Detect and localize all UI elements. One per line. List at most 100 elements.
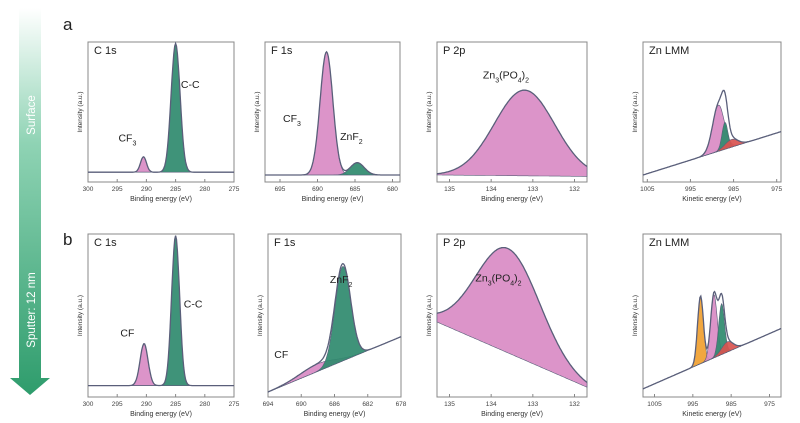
y-axis-label: Intensity (a.u.) [426, 91, 433, 132]
x-tick-label: 300 [83, 186, 94, 193]
x-axis-label: Binding energy (eV) [481, 411, 543, 418]
depth-arrow-shape [10, 8, 50, 395]
x-tick-label: 275 [229, 401, 240, 408]
peak-annotation: ZnF2 [340, 131, 363, 146]
panel-title: P 2p [443, 45, 465, 57]
x-axis-label: Binding energy (eV) [304, 411, 366, 418]
peak-annotation: CF3 [283, 113, 301, 128]
x-tick-label: 682 [362, 401, 373, 408]
peak-pink [642, 104, 782, 176]
peak-c-c [88, 235, 234, 386]
x-tick-label: 678 [396, 401, 407, 408]
panel-title: C 1s [94, 45, 117, 57]
x-tick-label: 280 [199, 186, 210, 193]
peak-zn3-po4-2 [436, 89, 588, 177]
x-tick-label: 690 [296, 401, 307, 408]
x-tick-label: 132 [569, 186, 580, 193]
xps-panel-b-4: Zn LMM 1005 995 985 975 Kinetic energy (eV) In… [632, 233, 782, 418]
x-tick-label: 295 [112, 186, 123, 193]
depth-arrow: Surface Sputter: 12 nm [10, 8, 50, 395]
x-tick-label: 285 [170, 186, 181, 193]
x-tick-label: 275 [229, 186, 240, 193]
y-axis-label: Intensity (a.u.) [632, 91, 639, 132]
x-axis-label: Kinetic energy (eV) [682, 196, 742, 203]
fit-envelope [436, 89, 588, 175]
x-tick-label: 290 [141, 186, 152, 193]
x-tick-label: 290 [141, 401, 152, 408]
x-tick-label: 695 [275, 186, 286, 193]
y-axis-label: Intensity (a.u.) [254, 91, 261, 132]
fit-envelope [267, 262, 402, 393]
peak-annotation: C-C [184, 298, 203, 310]
arrow-label-surface: Surface [26, 95, 38, 135]
x-tick-label: 134 [486, 186, 497, 193]
xps-panel-b-1: C 1s 300 295 290 285 280 275 Binding energy (eV… [77, 233, 240, 418]
fit-envelope [88, 41, 234, 173]
x-tick-label: 985 [728, 186, 739, 193]
x-axis-label: Binding energy (eV) [302, 196, 364, 203]
peak-c-c [88, 42, 234, 173]
row-label-a: a [63, 15, 73, 34]
x-tick-label: 975 [764, 401, 775, 408]
panel-title: F 1s [271, 45, 293, 57]
x-tick-label: 995 [687, 401, 698, 408]
x-tick-label: 975 [771, 186, 782, 193]
x-tick-label: 280 [199, 401, 210, 408]
fit-envelope [642, 290, 782, 390]
x-tick-label: 285 [170, 401, 181, 408]
plot-frame [264, 41, 401, 183]
x-tick-label: 295 [112, 401, 123, 408]
x-tick-label: 1005 [640, 186, 655, 193]
y-axis-label: Intensity (a.u.) [77, 91, 84, 132]
peak-zn3-po4-2 [436, 247, 588, 388]
xps-panel-a-4: Zn LMM 1005 995 985 975 Kinetic energy (eV) In… [632, 41, 782, 203]
fit-envelope [88, 235, 234, 387]
peak-annotation: CF3 [118, 132, 136, 147]
peak-annotation: C-C [181, 79, 200, 91]
peak-cf3 [88, 156, 234, 173]
x-tick-label: 135 [444, 186, 455, 193]
x-tick-label: 133 [527, 401, 538, 408]
panel-title: F 1s [274, 237, 296, 249]
plot-frame [87, 41, 235, 183]
peak-annotation: Zn3(PO4)2 [483, 69, 529, 84]
xps-panel-b-2: F 1s 694 690 686 682 678 Binding energy (eV) In… [257, 233, 407, 418]
peak-annotation: CF [274, 349, 288, 361]
x-tick-label: 685 [350, 186, 361, 193]
y-axis-label: Intensity (a.u.) [632, 295, 639, 336]
plot-frame [642, 233, 782, 398]
xps-panel-a-2: F 1s 695 690 685 680 Binding energy (eV) Inten… [254, 41, 401, 203]
x-tick-label: 985 [726, 401, 737, 408]
xps-panel-a-1: C 1s 300 295 290 285 280 275 Binding energy (eV… [77, 41, 240, 203]
peak-annotation: ZnF2 [330, 274, 353, 289]
peak-annotation: Zn3(PO4)2 [475, 272, 521, 287]
x-axis-label: Binding energy (eV) [481, 196, 543, 203]
fit-envelope [642, 89, 782, 176]
fit-envelope [265, 50, 400, 176]
panel-title: Zn LMM [649, 237, 689, 249]
plot-frame [436, 41, 588, 183]
x-axis-label: Kinetic energy (eV) [682, 411, 742, 418]
x-axis-label: Binding energy (eV) [130, 196, 192, 203]
x-tick-label: 680 [387, 186, 398, 193]
y-axis-label: Intensity (a.u.) [257, 295, 264, 336]
panel-title: Zn LMM [649, 45, 689, 57]
y-axis-label: Intensity (a.u.) [426, 295, 433, 336]
y-axis-label: Intensity (a.u.) [77, 295, 84, 336]
peak-cf [88, 343, 234, 386]
x-tick-label: 132 [569, 401, 580, 408]
x-axis-label: Binding energy (eV) [130, 411, 192, 418]
plot-frame [642, 41, 782, 183]
panel-title: C 1s [94, 237, 117, 249]
xps-panel-b-3: P 2p 135 134 133 132 Binding energy (eV) Inten… [426, 233, 588, 418]
fit-envelope [436, 246, 588, 383]
x-tick-label: 686 [329, 401, 340, 408]
peak-annotation: CF [120, 328, 134, 340]
x-tick-label: 1005 [647, 401, 662, 408]
plot-frame [87, 233, 235, 398]
x-tick-label: 694 [263, 401, 274, 408]
peak-znf2 [265, 162, 400, 176]
x-tick-label: 690 [312, 186, 323, 193]
xps-panel-a-3: P 2p 135 134 133 132 Binding energy (eV) Inten… [426, 41, 588, 203]
arrow-label-sputter: Sputter: 12 nm [26, 272, 38, 347]
